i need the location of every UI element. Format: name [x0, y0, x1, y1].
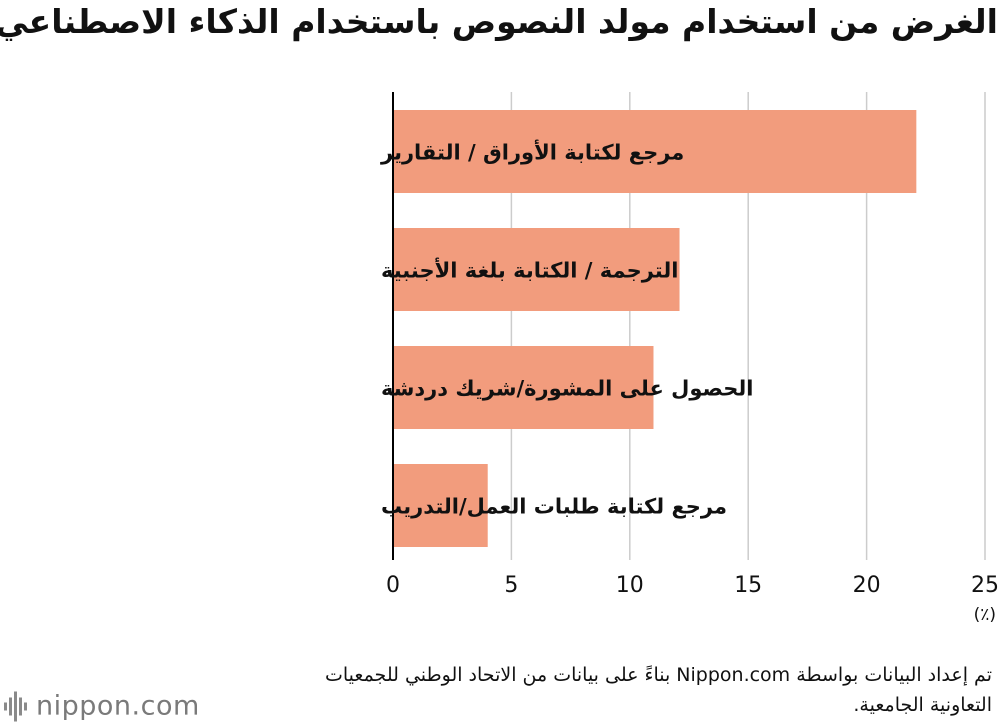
bar [393, 346, 654, 429]
source-note: تم إعداد البيانات بواسطة Nippon.com بناء… [325, 664, 992, 716]
category-label: الترجمة / الكتابة بلغة الأجنبية [381, 257, 678, 283]
category-label: الحصول على المشورة/شريك دردشة [381, 377, 753, 401]
bars [393, 110, 917, 547]
chart-title: الغرض من استخدام مولد النصوص باستخدام ال… [0, 2, 998, 41]
x-tick-label: 5 [504, 573, 518, 598]
x-tick-label: 15 [734, 573, 762, 598]
bar [393, 228, 680, 311]
x-tick-labels: 0 5 10 15 20 25 [386, 573, 999, 598]
x-tick-label: 10 [616, 573, 644, 598]
x-tick-label: 0 [386, 573, 400, 598]
bar [393, 110, 917, 193]
bar-chart: مرجع لكتابة الأوراق / التقارير الترجمة / … [380, 92, 999, 625]
x-unit-label: (٪) [974, 605, 996, 625]
category-labels: مرجع لكتابة الأوراق / التقارير الترجمة / … [380, 139, 753, 519]
nippon-logo-icon [4, 691, 27, 721]
category-label: مرجع لكتابة الأوراق / التقارير [380, 139, 684, 165]
x-tick-label: 25 [971, 573, 999, 598]
logo-wordmark: nippon.com [36, 690, 200, 722]
x-tick-label: 20 [853, 573, 881, 598]
category-label: مرجع لكتابة طلبات العمل/التدريب [381, 495, 727, 519]
bar [393, 464, 488, 547]
nippon-logo: nippon.com [2, 691, 200, 722]
